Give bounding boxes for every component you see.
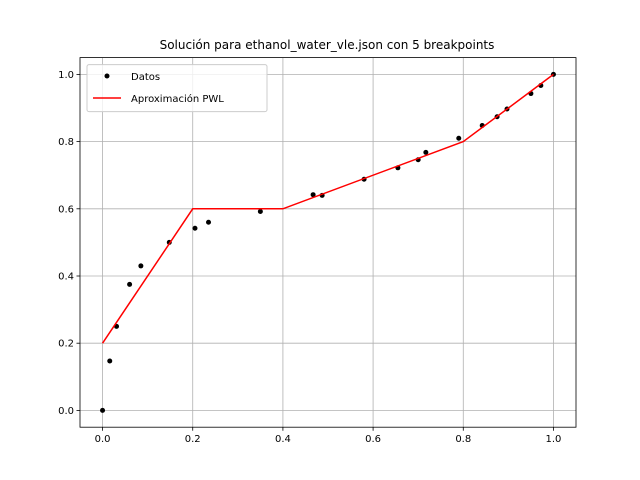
x-tick-label: 0.0	[95, 434, 111, 445]
x-tick-label: 0.8	[455, 434, 471, 445]
y-tick-label: 0.6	[58, 204, 74, 215]
y-tick-label: 0.2	[58, 339, 74, 350]
chart-title: Solución para ethanol_water_vle.json con…	[160, 38, 495, 52]
data-point	[138, 263, 144, 269]
data-point	[423, 149, 429, 155]
grid	[80, 57, 576, 428]
data-point	[100, 407, 106, 413]
x-tick-label: 0.2	[185, 434, 201, 445]
x-tick-label: 0.4	[275, 434, 291, 445]
y-tick-label: 0.0	[58, 406, 74, 417]
y-tick-label: 0.8	[58, 137, 74, 148]
data-point	[107, 358, 113, 364]
legend-marker-datos	[104, 73, 110, 79]
plot-frame	[79, 57, 577, 428]
plot-data	[100, 71, 556, 413]
data-point	[127, 281, 133, 287]
pwl-series-line	[101, 73, 554, 344]
legend-label-datos: Datos	[131, 72, 160, 83]
legend: Datos Aproximación PWL	[86, 64, 268, 113]
data-point	[206, 219, 212, 225]
y-tick-label: 1.0	[58, 70, 74, 81]
y-tick-label: 0.4	[58, 272, 74, 283]
x-tick-label: 0.6	[365, 434, 381, 445]
legend-label-pwl: Aproximación PWL	[131, 93, 224, 105]
data-point	[257, 208, 263, 214]
axis-ticks: 0.0 0.2 0.4 0.6 0.8 1.0 0.0 0.2 0.4 0.6 0.8 1.0	[58, 70, 561, 445]
legend-frame	[86, 64, 268, 113]
data-point	[310, 192, 316, 198]
data-point	[192, 225, 198, 231]
data-point	[456, 135, 462, 141]
x-tick-label: 1.0	[546, 434, 562, 445]
